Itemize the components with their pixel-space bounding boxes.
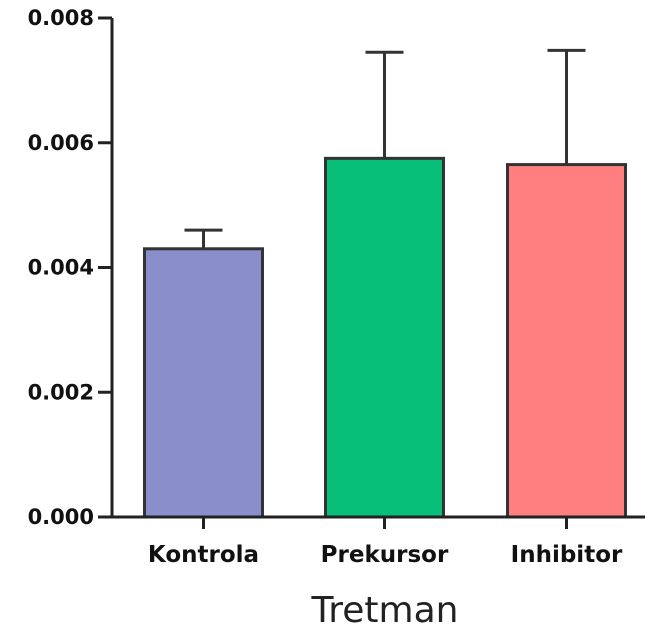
y-tick-label: 0.006 <box>28 131 94 155</box>
y-tick-label: 0.002 <box>28 380 94 404</box>
y-tick-label: 0.000 <box>28 505 94 529</box>
y-tick-label: 0.008 <box>28 6 94 30</box>
x-tick-label: Inhibitor <box>511 542 623 568</box>
bar-prekursor <box>324 156 445 519</box>
error-bars-layer <box>184 48 586 249</box>
x-axis-ticks: Kontrola Prekursor Inhibitor <box>148 517 623 568</box>
x-tick-label: Kontrola <box>148 542 259 568</box>
y-tick-label: 0.004 <box>28 256 94 280</box>
y-axis-ticks: 0.000 0.002 0.004 0.006 0.008 <box>28 6 112 529</box>
bar-kontrola <box>143 247 264 519</box>
bars-layer <box>143 156 627 519</box>
bar-inhibitor <box>506 163 627 519</box>
x-axis-title: Tretman <box>311 590 459 631</box>
x-tick-label: Prekursor <box>321 542 449 568</box>
